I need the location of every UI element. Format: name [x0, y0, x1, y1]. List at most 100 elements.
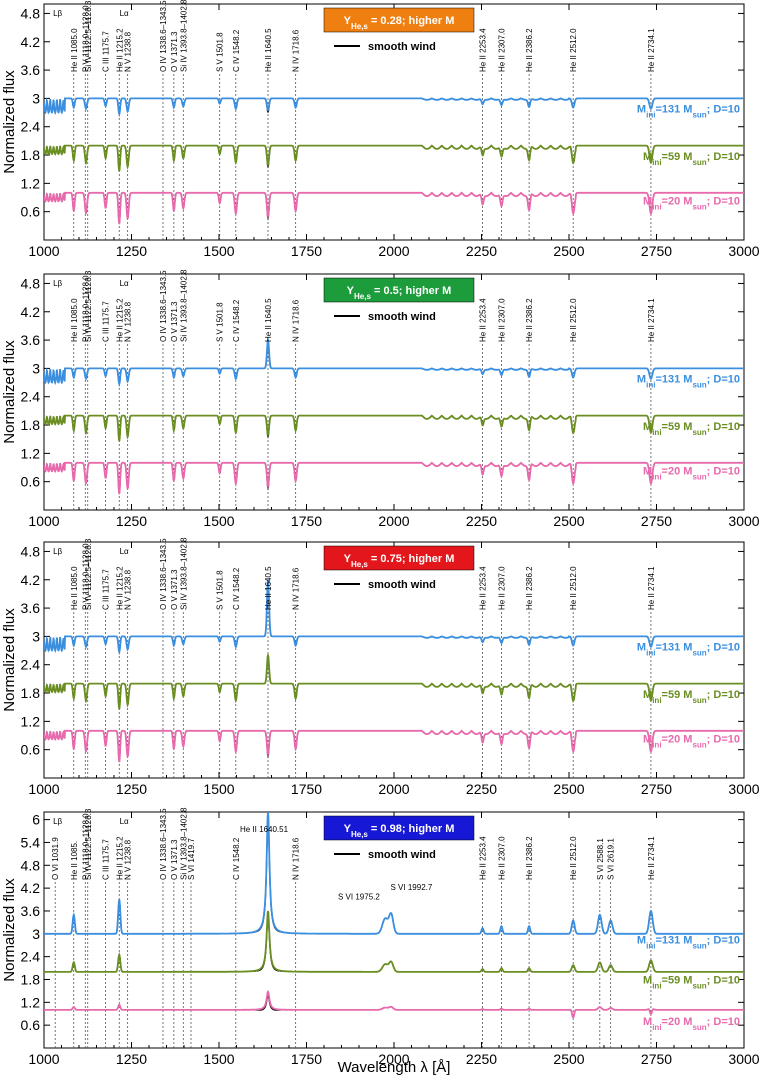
y-tick-label: 2.4 [21, 389, 41, 405]
spectral-line-label: Si IV 1393.8–1402.8 [179, 807, 188, 880]
spectral-line-label: He II 2512.0 [569, 298, 578, 342]
y-tick-label: 3.6 [21, 903, 41, 919]
legend-badge [323, 277, 475, 303]
legend-smooth-text: smooth wind [368, 41, 436, 53]
y-axis-label: Normalized flux [1, 340, 18, 444]
y-tick-label: 3.6 [21, 600, 41, 616]
series-label-part: =20 M [662, 1016, 693, 1028]
series-smooth-m20 [44, 729, 744, 763]
legend-badge [323, 815, 475, 841]
spectral-line-label: O IV 1338.6–1343.5 [159, 270, 168, 342]
x-tick-label: 1250 [116, 243, 147, 259]
series-m131 [44, 336, 744, 388]
y-tick-label: 2.4 [21, 119, 41, 135]
x-tick-label: 1250 [116, 1051, 147, 1067]
y-tick-label: 4.8 [21, 857, 41, 873]
spectral-line-label: Si IV 1122.5–1128.3 [84, 0, 93, 72]
y-tick-label: 1.2 [21, 713, 41, 729]
extra-line-label: S VI 1975.2 [338, 893, 380, 902]
spectral-line-label: He II 2734.1 [647, 836, 656, 880]
spectral-line-label: N V 1238.8 [124, 839, 133, 880]
y-tick-label: 2.4 [21, 657, 41, 673]
spectral-line-label: He II 2253.4 [479, 566, 488, 610]
series-label-part: M [643, 1016, 652, 1028]
y-tick-label: 1.8 [21, 971, 41, 987]
series-label-m59: Mini=59 Msun; D=10 [643, 421, 740, 437]
badge-part: Y [344, 823, 352, 835]
spectral-line-label: He II 2512.0 [569, 836, 578, 880]
spectral-line-label: N IV 1718.6 [292, 299, 301, 342]
badge-part: Y [344, 553, 352, 565]
series-label-m20: Mini=20 Msun; D=10 [643, 196, 740, 212]
spectral-line-label: He II 1085.0 [70, 28, 79, 72]
y-tick-label: 4.2 [21, 304, 41, 320]
series-label-part: M [643, 151, 652, 163]
legend-smooth-text: smooth wind [368, 579, 436, 591]
y-tick-label: 0.6 [21, 1017, 41, 1033]
series-label-part: ; D=10 [707, 934, 740, 946]
spectral-line-label: He II 2386.2 [525, 298, 534, 342]
series-label-part: =20 M [662, 196, 693, 208]
series-label-part: sun [692, 648, 706, 657]
plot-area [44, 812, 744, 1048]
y-tick-label: 1.2 [21, 994, 41, 1010]
x-tick-label: 1500 [203, 781, 234, 797]
spectral-line-label: O IV 1338.6–1343.5 [159, 808, 168, 880]
extra-line-label: S VI 1992.7 [391, 883, 433, 892]
spectral-line-label: He II 2253.4 [479, 836, 488, 880]
x-tick-label: 3000 [728, 1051, 759, 1067]
y-tick-label: 4.2 [21, 880, 41, 896]
legend-badge [323, 7, 475, 33]
y-tick-label: 3 [32, 90, 40, 106]
plot-frame [43, 3, 745, 241]
x-tick-label: 1250 [116, 781, 147, 797]
spectral-line-label: He II 2253.4 [479, 298, 488, 342]
y-tick-label: 3.6 [21, 62, 41, 78]
x-tick-label: 1500 [203, 1051, 234, 1067]
x-tick-label: 2500 [553, 1051, 584, 1067]
spectral-line-label: P V 1118.0–1128.0 [81, 275, 90, 342]
spectral-line-label: S V 1501.8 [216, 302, 225, 342]
x-tick-label: 1000 [28, 243, 59, 259]
legend-badge-text: YHe,s = 0.98; higher M [344, 823, 455, 839]
spectral-line-label: O V 1371.3 [170, 839, 179, 880]
y-tick-label: 1.2 [21, 445, 41, 461]
spectral-line-label: P V 1118.0–1128.0 [81, 5, 90, 72]
series-m131 [44, 579, 744, 656]
series-label-part: sun [692, 1023, 706, 1032]
series-label-part: sun [692, 202, 706, 211]
spectral-line-label: C IV 1548.2 [232, 837, 241, 880]
spectral-line-label: Si IV 1122.5–1128.3 [84, 808, 93, 880]
x-tick-label: 2500 [553, 243, 584, 259]
series-label-m20: Mini=20 Msun; D=10 [643, 1016, 740, 1032]
series-label-m131: Mini=131 Msun; D=10 [637, 104, 740, 120]
spectral-line-label: S VI 2588.1 [596, 838, 605, 880]
x-tick-label: 1750 [291, 1051, 322, 1067]
series-label-part: ini [646, 380, 655, 389]
panel-2: 1000 1250 1500 1750 2000 2250 2500 2750 3000 0.6 1… [1, 269, 760, 529]
x-tick-label: 2250 [466, 243, 497, 259]
plot-area [44, 336, 744, 510]
series-label-part: M [637, 104, 646, 116]
series-m59 [44, 144, 744, 172]
series-m131 [44, 812, 744, 935]
x-tick-label: 2750 [641, 513, 672, 529]
series-label-part: ini [652, 157, 661, 166]
y-tick-label: 5.4 [21, 834, 41, 850]
series-label-part: M [643, 421, 652, 433]
series-label-part: M [637, 642, 646, 654]
spectral-line-label: Si IV 1393.8–1402.8 [179, 0, 188, 72]
lyman-label: Lβ [53, 817, 62, 826]
spectral-line-label: He II 1215.2 [115, 566, 124, 610]
series-label-part: ; D=10 [707, 151, 740, 163]
y-tick-label: 0.6 [21, 474, 41, 490]
spectral-line-label: N V 1238.8 [124, 31, 133, 72]
spectral-line-label: N V 1238.8 [124, 569, 133, 610]
series-m20 [44, 461, 744, 495]
series-label-part: =20 M [662, 466, 693, 478]
badge-part: = 0.75; higher M [368, 553, 455, 565]
spectral-line-label: C III 1175.7 [102, 569, 111, 610]
series-label-part: ; D=10 [707, 689, 740, 701]
series-label-part: ini [652, 1023, 661, 1032]
spectral-line-label: P V 1118.0–1128.0 [81, 813, 90, 880]
